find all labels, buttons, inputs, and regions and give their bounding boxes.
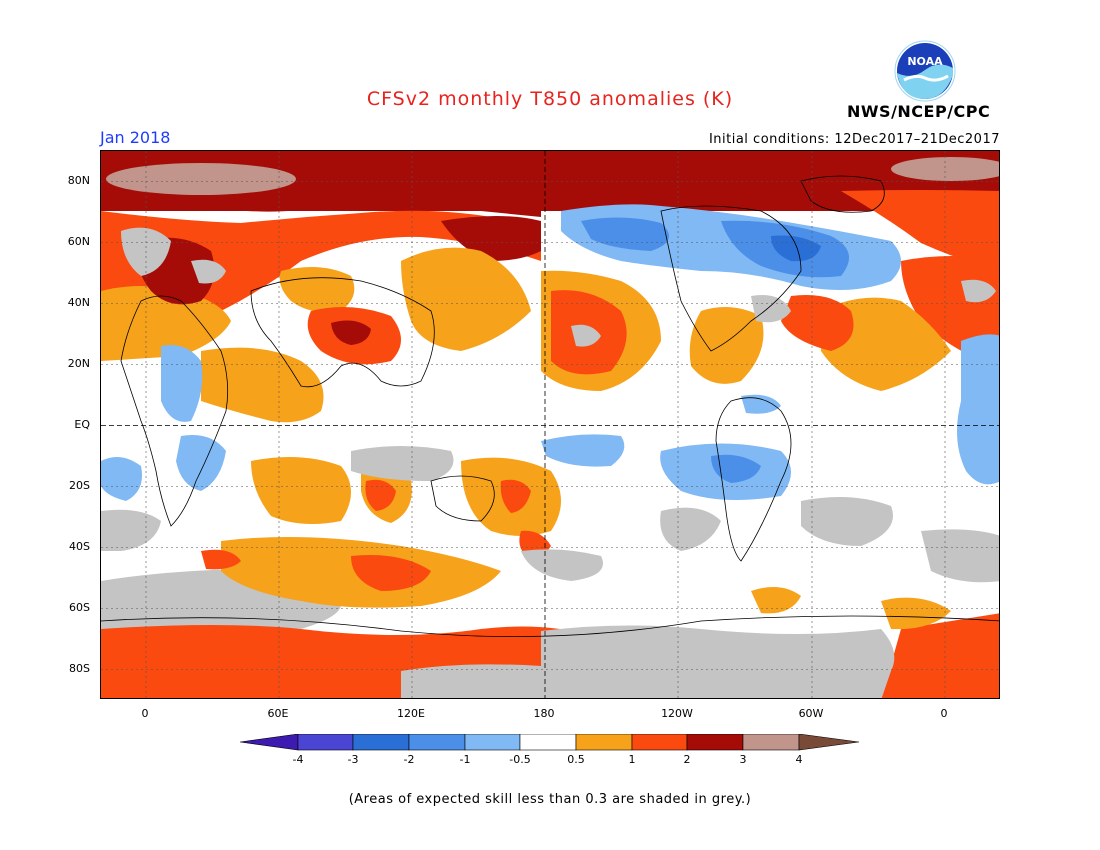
lon-label-0: 0 bbox=[141, 707, 149, 720]
noaa-logo: NOAA bbox=[894, 40, 956, 102]
lat-label-20s: 20S bbox=[69, 479, 90, 492]
lon-label-120w: 120W bbox=[661, 707, 693, 720]
lon-label-0-east: 0 bbox=[940, 707, 948, 720]
lon-label-180: 180 bbox=[533, 707, 555, 720]
agency-label: NWS/NCEP/CPC bbox=[847, 102, 991, 121]
colorbar-seg-2 bbox=[352, 734, 410, 751]
lat-label-20n: 20N bbox=[67, 357, 90, 370]
lat-label-80s: 80S bbox=[69, 662, 90, 675]
colorbar-label: 4 bbox=[795, 753, 803, 766]
colorbar-seg-10 bbox=[798, 734, 860, 751]
skill-footnote: (Areas of expected skill less than 0.3 a… bbox=[348, 792, 752, 807]
colorbar-seg-8 bbox=[686, 734, 744, 751]
colorbar-seg-1 bbox=[297, 734, 354, 751]
lon-label-60w: 60W bbox=[798, 707, 824, 720]
colorbar-label: -4 bbox=[292, 753, 304, 766]
colorbar-label: -2 bbox=[403, 753, 415, 766]
lat-label-60s: 60S bbox=[69, 601, 90, 614]
lon-label-60e: 60E bbox=[267, 707, 289, 720]
map-canvas bbox=[101, 151, 999, 698]
colorbar-label: -1 bbox=[459, 753, 471, 766]
colorbar-label: 1 bbox=[628, 753, 636, 766]
colorbar bbox=[240, 734, 860, 751]
colorbar-seg-3 bbox=[408, 734, 466, 751]
colorbar-label: -3 bbox=[347, 753, 359, 766]
logo-text: NOAA bbox=[907, 55, 943, 68]
colorbar-label: 2 bbox=[683, 753, 691, 766]
colorbar-seg-5 bbox=[519, 734, 577, 751]
lat-label-40s: 40S bbox=[69, 540, 90, 553]
lat-label-80n: 80N bbox=[67, 174, 90, 187]
map-title: CFSv2 monthly T850 anomalies (K) bbox=[366, 88, 734, 110]
colorbar-seg-4 bbox=[464, 734, 521, 751]
colorbar-seg-9 bbox=[742, 734, 800, 751]
lon-label-120e: 120E bbox=[397, 707, 425, 720]
colorbar-seg-7 bbox=[631, 734, 688, 751]
anomaly-map bbox=[100, 150, 1000, 699]
lat-label-40n: 40N bbox=[67, 296, 90, 309]
forecast-period: Jan 2018 bbox=[100, 128, 171, 147]
initial-conditions: Initial conditions: 12Dec2017–21Dec2017 bbox=[708, 132, 1000, 147]
lat-label-eq: EQ bbox=[74, 418, 90, 431]
colorbar-label: -0.5 bbox=[509, 753, 531, 766]
colorbar-seg-6 bbox=[575, 734, 633, 751]
colorbar-seg-0 bbox=[240, 734, 299, 751]
colorbar-label: 0.5 bbox=[567, 753, 585, 766]
lat-label-60n: 60N bbox=[67, 235, 90, 248]
colorbar-label: 3 bbox=[739, 753, 747, 766]
